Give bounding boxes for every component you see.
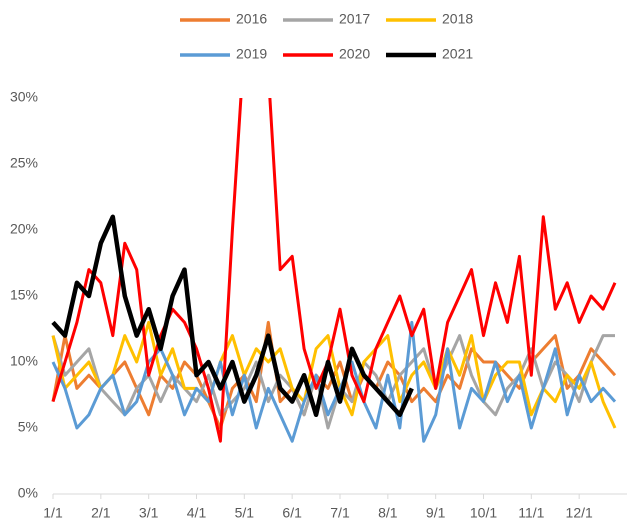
x-tick-label: 3/1: [139, 505, 159, 521]
legend-label: 2016: [236, 11, 267, 27]
legend-label: 2018: [442, 11, 473, 27]
y-tick-label: 20%: [10, 221, 38, 237]
legend-label: 2019: [236, 46, 267, 62]
series-line: [51, 214, 414, 418]
y-tick-label: 30%: [10, 89, 38, 105]
x-tick-label: 1/1: [43, 505, 63, 521]
y-tick-label: 5%: [18, 419, 38, 435]
x-tick-label: 2/1: [91, 505, 111, 521]
x-tick-label: 10/1: [470, 505, 497, 521]
y-tick-label: 25%: [10, 155, 38, 171]
x-tick-label: 7/1: [330, 505, 350, 521]
y-tick-label: 15%: [10, 287, 38, 303]
x-tick-label: 11/1: [518, 505, 544, 521]
legend-label: 2021: [442, 46, 473, 62]
y-tick-label: 10%: [10, 353, 38, 369]
x-tick-label: 6/1: [282, 505, 302, 521]
x-tick-label: 9/1: [426, 505, 446, 521]
series-line: [51, 320, 617, 429]
plot-area: [51, 98, 617, 443]
series-line: [51, 98, 617, 443]
legend-label: 2017: [339, 11, 370, 27]
x-tick-label: 8/1: [378, 505, 398, 521]
x-tick-label: 5/1: [235, 505, 255, 521]
x-tick-label: 12/1: [566, 505, 593, 521]
x-tick-label: 4/1: [187, 505, 207, 521]
legend-label: 2020: [339, 46, 370, 62]
y-tick-label: 0%: [18, 485, 38, 501]
